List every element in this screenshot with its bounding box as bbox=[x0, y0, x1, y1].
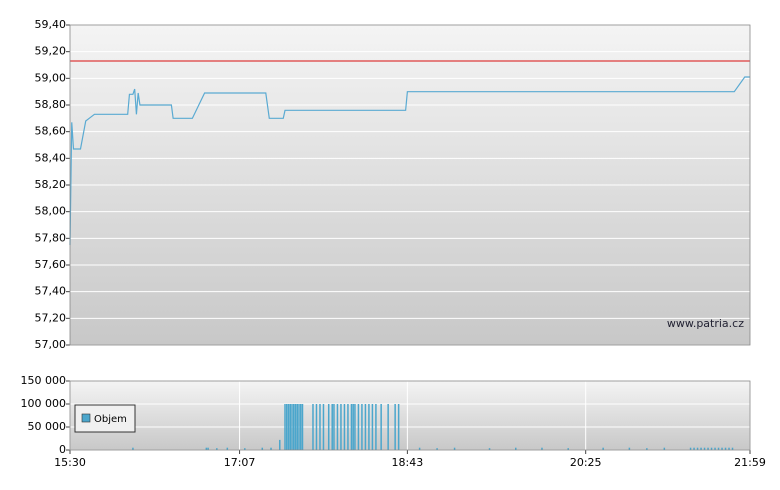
legend-label: Objem bbox=[94, 414, 127, 425]
volume-bar bbox=[364, 404, 367, 450]
volume-bar bbox=[387, 404, 389, 450]
y-tick-label: 57,60 bbox=[35, 258, 67, 271]
volume-bar bbox=[132, 447, 134, 450]
volume-bar bbox=[515, 447, 517, 450]
volume-bar bbox=[294, 404, 297, 450]
y-tick-label: 57,40 bbox=[35, 285, 67, 298]
volume-bar bbox=[293, 404, 295, 450]
volume-bar bbox=[453, 447, 456, 450]
volume-bar bbox=[728, 447, 730, 450]
x-tick-label: 15:30 bbox=[54, 456, 86, 469]
volume-bar bbox=[696, 447, 699, 450]
volume-bar bbox=[319, 404, 321, 450]
volume-bar bbox=[710, 447, 713, 450]
volume-bar bbox=[347, 404, 349, 450]
volume-bar bbox=[714, 447, 716, 450]
x-tick-label: 20:25 bbox=[570, 456, 602, 469]
y-tick-label: 150 000 bbox=[21, 374, 67, 387]
volume-bar bbox=[663, 447, 666, 450]
volume-bar bbox=[205, 447, 208, 450]
volume-bar bbox=[291, 404, 293, 450]
legend-swatch bbox=[81, 413, 91, 423]
volume-bar bbox=[703, 447, 706, 450]
volume-bar bbox=[602, 447, 604, 450]
volume-bar bbox=[340, 404, 342, 450]
volume-bar bbox=[289, 404, 292, 450]
y-tick-label: 58,00 bbox=[35, 205, 67, 218]
y-tick-label: 50 000 bbox=[28, 420, 67, 433]
volume-bar bbox=[436, 448, 438, 450]
y-tick-label: 58,80 bbox=[35, 98, 67, 111]
volume-bar bbox=[731, 447, 734, 450]
volume-bar bbox=[375, 404, 377, 450]
volume-bar bbox=[567, 448, 569, 450]
x-tick-label: 21:59 bbox=[734, 456, 766, 469]
volume-bar bbox=[693, 447, 695, 450]
volume-bar bbox=[296, 404, 298, 450]
y-tick-label: 59,00 bbox=[35, 71, 67, 84]
volume-bar bbox=[207, 447, 209, 450]
volume-bar bbox=[646, 448, 648, 450]
volume-bar bbox=[371, 404, 374, 450]
volume-bar bbox=[333, 404, 335, 450]
volume-bar bbox=[541, 447, 543, 450]
volume-bar bbox=[312, 404, 314, 450]
volume-bar bbox=[707, 447, 709, 450]
volume-bar bbox=[270, 447, 272, 450]
volume-bar bbox=[286, 404, 288, 450]
volume-bar bbox=[700, 447, 702, 450]
volume-bar bbox=[331, 404, 333, 450]
volume-bar bbox=[721, 447, 723, 450]
volume-bar bbox=[322, 404, 325, 450]
volume-bar bbox=[357, 404, 360, 450]
y-tick-label: 58,20 bbox=[35, 178, 67, 191]
y-tick-label: 100 000 bbox=[21, 397, 67, 410]
volume-bar bbox=[299, 404, 302, 450]
y-tick-label: 59,20 bbox=[35, 45, 67, 58]
volume-bar bbox=[315, 404, 318, 450]
volume-bar bbox=[298, 404, 300, 450]
volume-bar bbox=[689, 447, 692, 450]
y-tick-label: 58,40 bbox=[35, 151, 67, 164]
volume-bar bbox=[226, 447, 229, 450]
volume-bar bbox=[327, 404, 330, 450]
price-line bbox=[69, 76, 750, 246]
volume-bar bbox=[628, 447, 631, 450]
volume-bar bbox=[216, 448, 218, 450]
volume-bar bbox=[343, 404, 346, 450]
volume-bar bbox=[244, 448, 246, 450]
volume-bar bbox=[394, 404, 396, 450]
volume-bar bbox=[361, 404, 363, 450]
volume-bar bbox=[352, 404, 354, 450]
x-tick-label: 18:43 bbox=[392, 456, 424, 469]
y-tick-label: 57,20 bbox=[35, 311, 67, 324]
volume-bar bbox=[354, 404, 356, 450]
x-tick-label: 17:07 bbox=[224, 456, 256, 469]
volume-bar bbox=[724, 447, 727, 450]
y-tick-label: 59,40 bbox=[35, 18, 67, 31]
y-tick-label: 57,80 bbox=[35, 231, 67, 244]
volume-bar bbox=[301, 404, 304, 450]
volume-bar bbox=[488, 448, 491, 450]
y-tick-label: 58,60 bbox=[35, 125, 67, 138]
volume-plot-area bbox=[70, 381, 750, 450]
volume-bar bbox=[279, 439, 281, 450]
plot-frame bbox=[69, 380, 751, 451]
volume-bar bbox=[287, 404, 290, 450]
y-tick-label: 57,00 bbox=[35, 338, 67, 351]
volume-bar bbox=[368, 404, 370, 450]
volume-bar bbox=[418, 447, 421, 450]
y-tick-label: 0 bbox=[59, 443, 66, 456]
watermark: www.patria.cz bbox=[667, 317, 744, 330]
volume-bar bbox=[350, 404, 353, 450]
plot-frame bbox=[69, 24, 751, 346]
volume-bar bbox=[717, 447, 720, 450]
volume-bar bbox=[397, 404, 400, 450]
volume-bar bbox=[380, 404, 382, 450]
volume-bar bbox=[261, 447, 264, 450]
volume-bar bbox=[336, 404, 339, 450]
volume-bar bbox=[284, 404, 286, 450]
